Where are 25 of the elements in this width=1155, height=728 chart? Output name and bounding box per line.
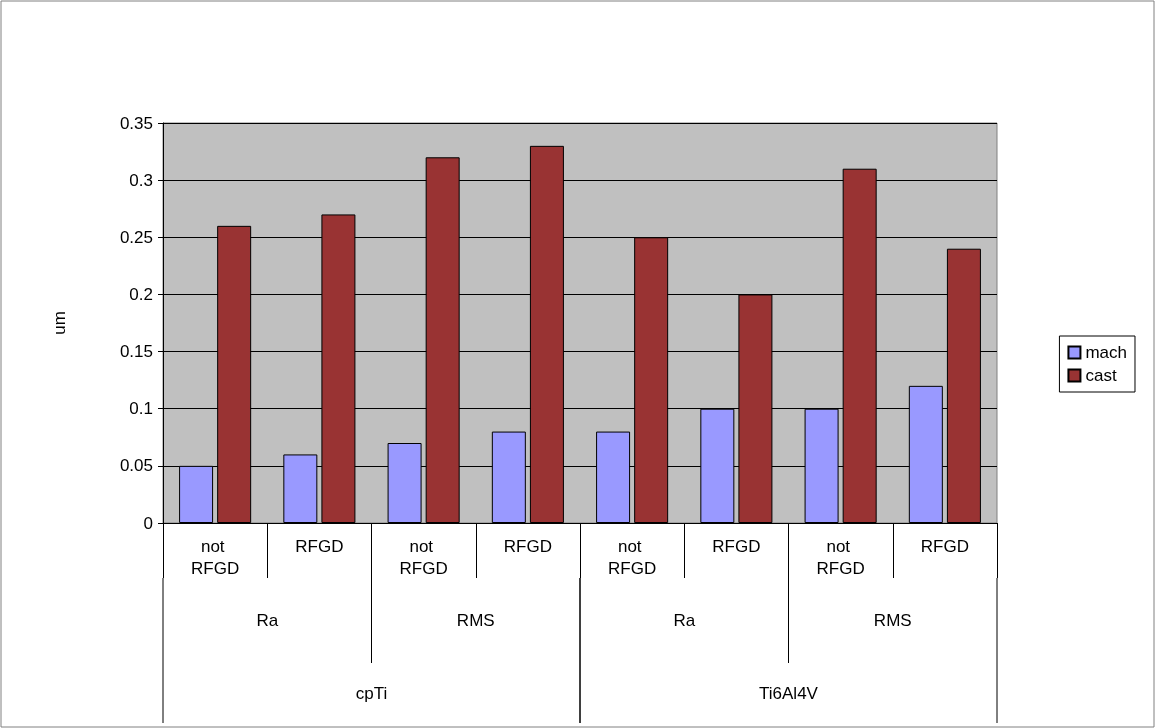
y-axis-title: um (50, 311, 69, 335)
x-tick-label: not RFGD (399, 536, 448, 578)
text: Ra (256, 611, 279, 630)
text: cpTi (355, 683, 388, 703)
x-tick-label: not RFGD (816, 536, 865, 578)
text: RMS (456, 611, 495, 630)
text: Ra (673, 611, 696, 630)
x-tick-label: not RFGD (191, 536, 240, 578)
y-tick-label: 0.05 (119, 456, 153, 476)
text: RMS (873, 611, 912, 630)
x-tick-label: RFGD (712, 536, 761, 556)
legend-label: cast (1085, 366, 1117, 385)
legend-label: mach (1085, 343, 1128, 362)
y-tick-label: 0.2 (129, 284, 153, 304)
y-tick-label: 0.3 (129, 170, 153, 190)
x-tick-label: RFGD (503, 536, 552, 556)
x-tick-label: RFGD (295, 536, 344, 556)
y-tick-label: 0.35 (119, 113, 153, 133)
text: Ti6Al4V (759, 683, 819, 703)
y-tick-label: 0.1 (129, 399, 153, 419)
y-tick-label: 0 (143, 513, 153, 533)
y-tick-label: 0.15 (119, 342, 153, 362)
x-tick-label: not RFGD (608, 536, 657, 578)
y-tick-label: 0.25 (119, 227, 153, 247)
x-tick-label: RFGD (920, 536, 969, 556)
